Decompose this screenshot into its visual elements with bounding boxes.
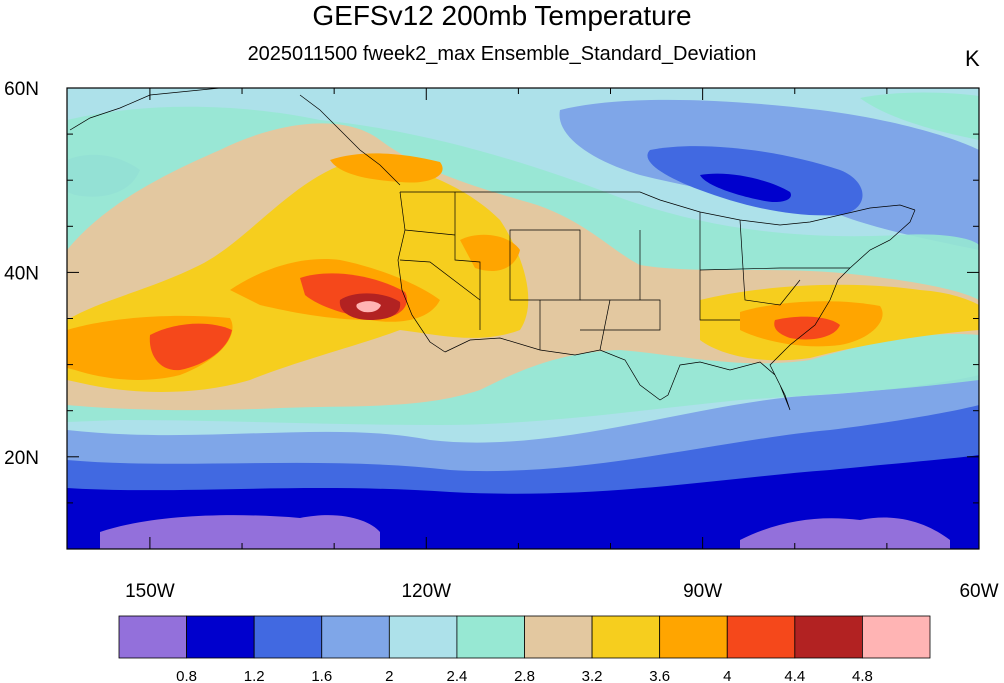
colorbar-swatch (456, 615, 525, 659)
lon-label: 90W (683, 581, 722, 602)
colorbar-label: 3.6 (649, 668, 670, 683)
colorbar-swatch (862, 615, 931, 659)
units-label: K (965, 46, 980, 71)
colorbar-label: 2.4 (446, 668, 467, 683)
colorbar-label: 1.6 (311, 668, 332, 683)
lat-label: 20N (4, 448, 39, 469)
colorbar (118, 615, 931, 659)
lon-label: 120W (401, 581, 451, 602)
colorbar-swatch (524, 615, 593, 659)
colorbar-label: 1.2 (244, 668, 265, 683)
colorbar-swatch (659, 615, 728, 659)
colorbar-label: 3.2 (582, 668, 603, 683)
colorbar-swatch (186, 615, 255, 659)
colorbar-swatch (388, 615, 458, 659)
lat-label: 60N (4, 79, 39, 100)
colorbar-swatch (794, 615, 863, 659)
colorbar-swatch (118, 615, 187, 659)
colorbar-swatch (253, 615, 323, 659)
map-title: GEFSv12 200mb Temperature (312, 0, 692, 31)
colorbar-label: 0.8 (176, 668, 197, 683)
colorbar-label: 2 (385, 668, 393, 683)
lat-label: 40N (4, 263, 39, 284)
colorbar-label: 2.8 (514, 668, 535, 683)
colorbar-swatch (321, 615, 390, 659)
lon-label: 150W (125, 581, 175, 602)
colorbar-label: 4.4 (784, 668, 805, 683)
std-dev-field (67, 88, 979, 549)
map-subtitle: 2025011500 fweek2_max Ensemble_Standard_… (247, 43, 757, 65)
colorbar-swatch (726, 615, 796, 659)
boundaries (69, 88, 916, 411)
colorbar-label: 4 (723, 668, 731, 683)
colorbar-label: 4.8 (852, 668, 873, 683)
lon-label: 60W (959, 581, 998, 602)
colorbar-swatch (591, 615, 661, 659)
